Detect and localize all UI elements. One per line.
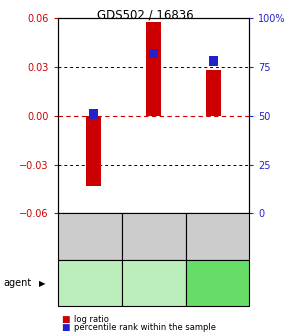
Bar xyxy=(146,22,161,116)
Text: TNFa: TNFa xyxy=(141,278,166,288)
Text: IFNg: IFNg xyxy=(78,278,102,288)
Text: GDS502 / 16836: GDS502 / 16836 xyxy=(97,8,193,22)
Text: ▶: ▶ xyxy=(39,279,45,288)
Text: GSM8758: GSM8758 xyxy=(149,215,158,259)
Text: agent: agent xyxy=(3,278,31,288)
Text: ■: ■ xyxy=(61,323,69,332)
Text: ■: ■ xyxy=(61,316,69,324)
Text: log ratio: log ratio xyxy=(74,316,109,324)
Bar xyxy=(209,56,218,66)
Bar xyxy=(86,116,102,186)
Text: IL4: IL4 xyxy=(210,278,225,288)
Text: GSM8763: GSM8763 xyxy=(213,215,222,259)
Bar xyxy=(89,109,98,119)
Text: percentile rank within the sample: percentile rank within the sample xyxy=(74,323,216,332)
Bar xyxy=(149,49,158,58)
Text: GSM8753: GSM8753 xyxy=(85,215,95,259)
Bar xyxy=(206,71,221,116)
